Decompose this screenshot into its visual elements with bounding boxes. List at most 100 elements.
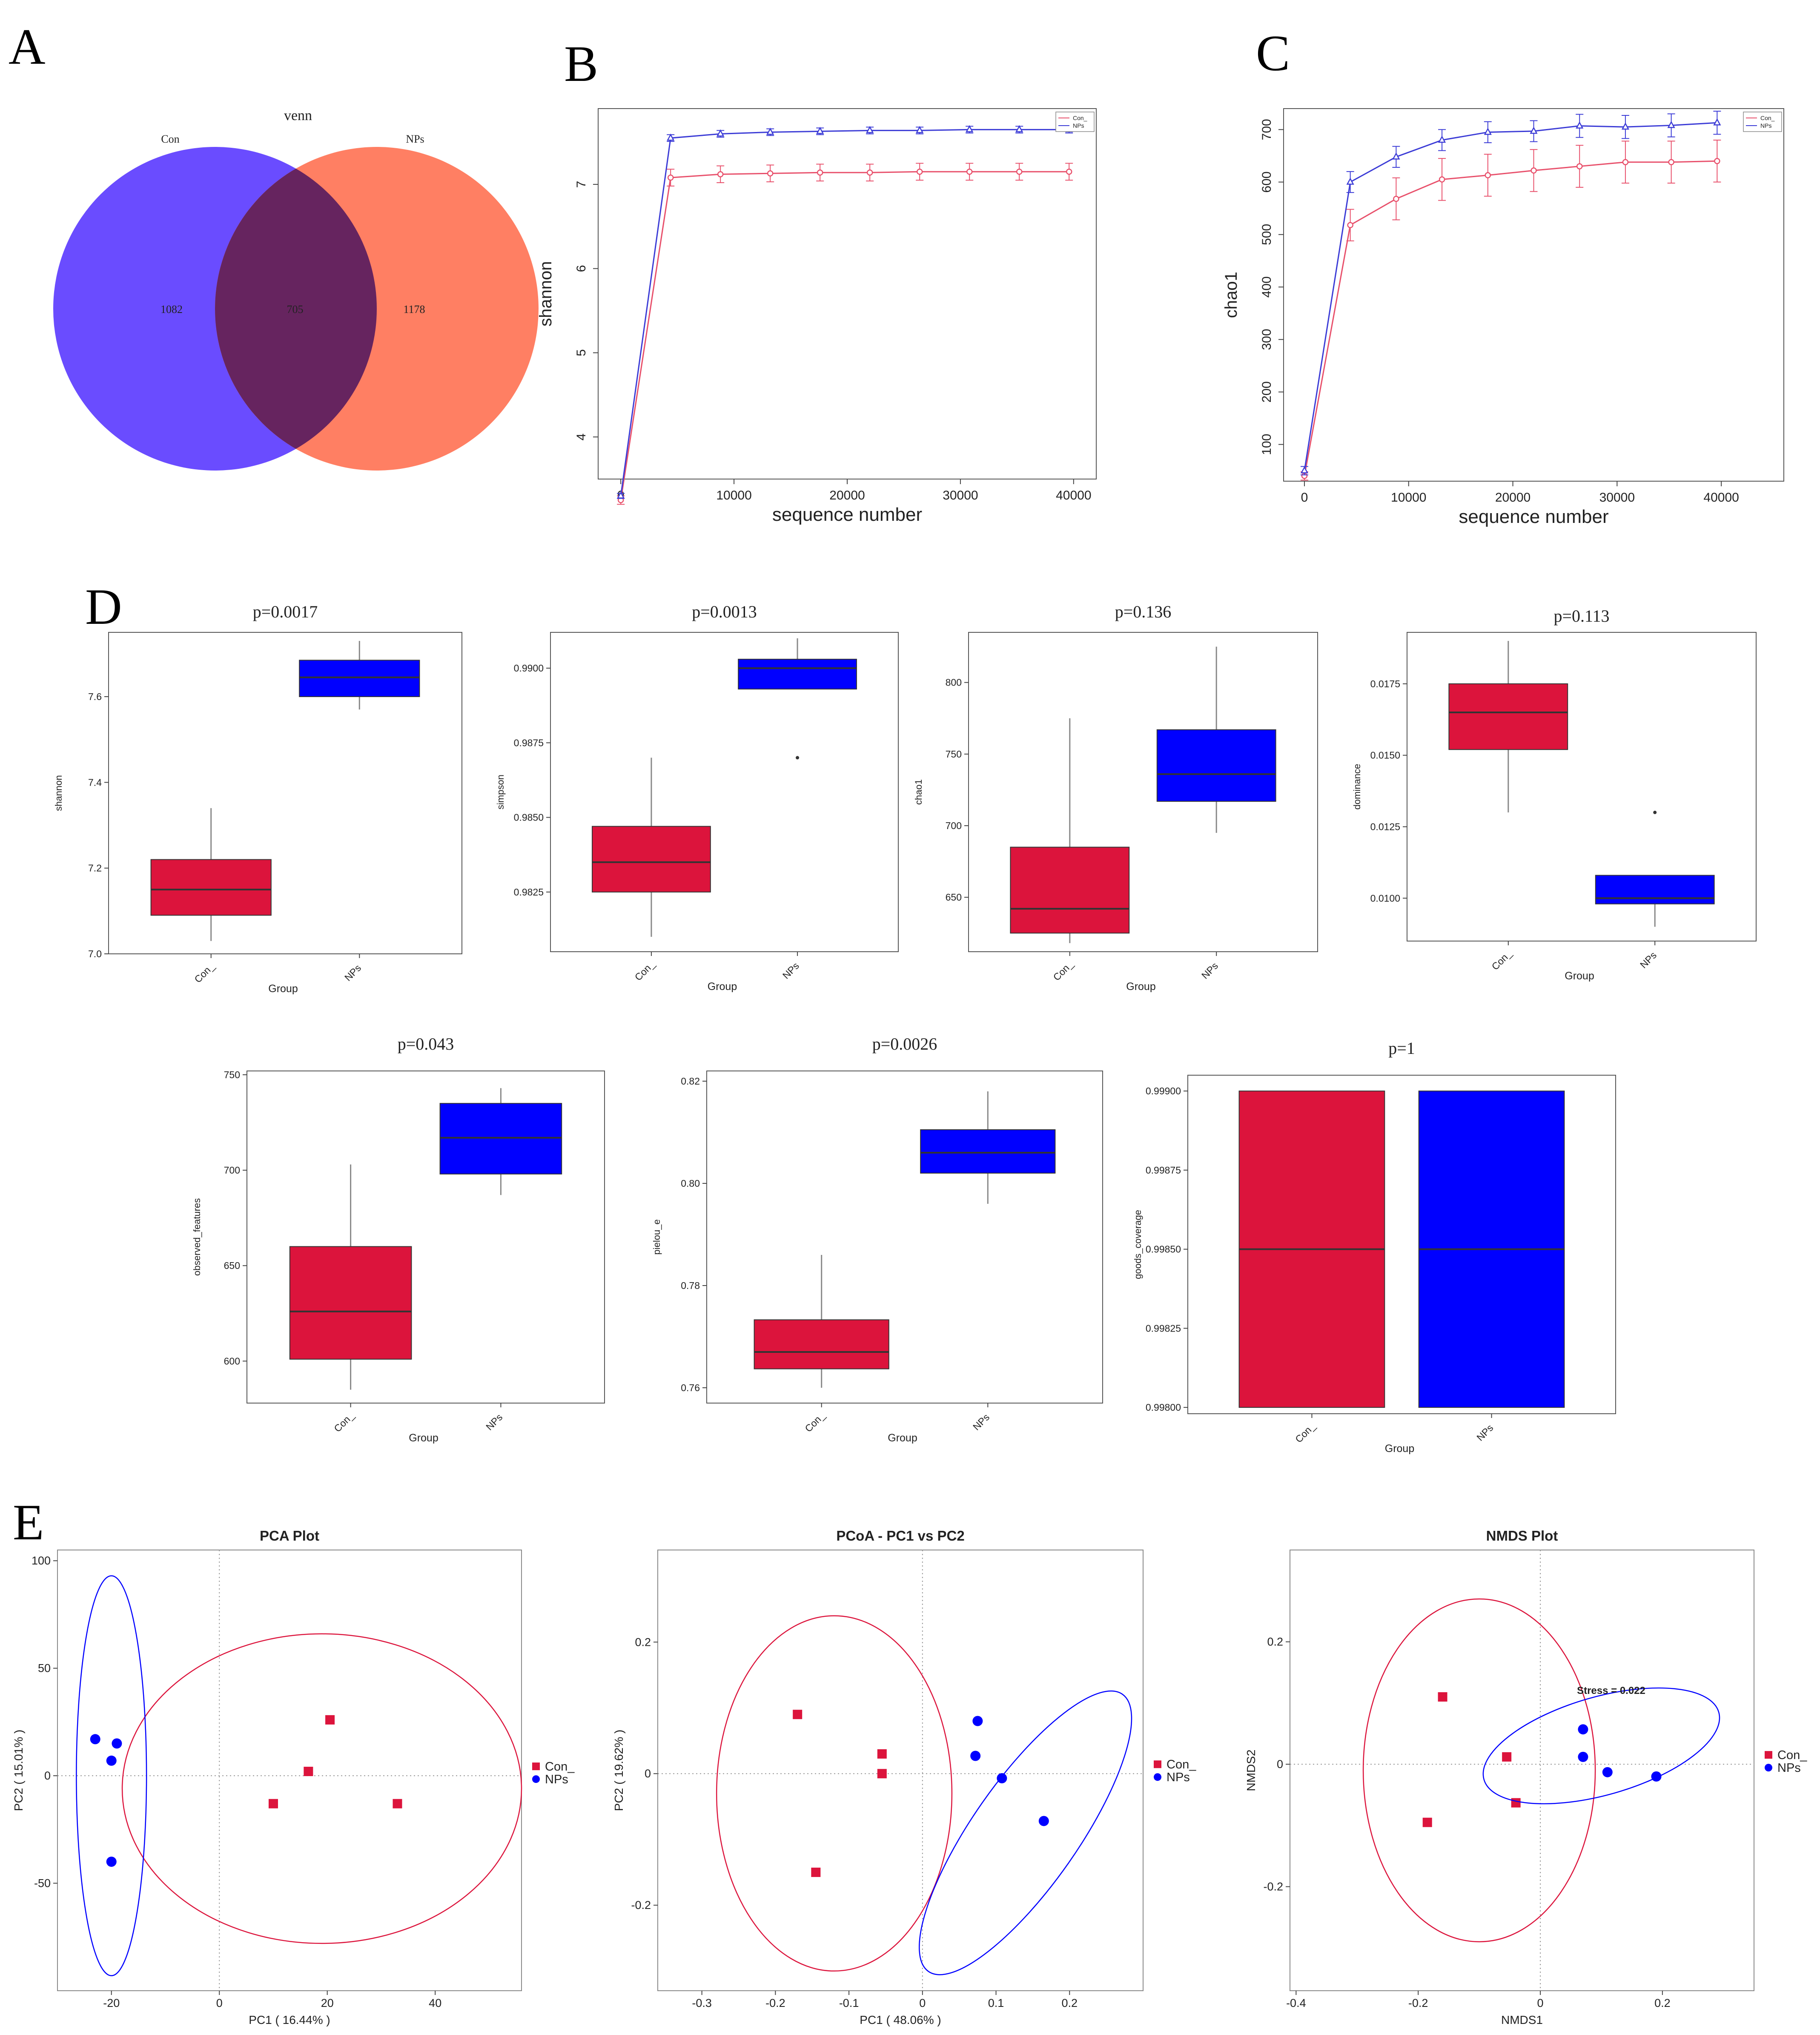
x-tick-label: 0 bbox=[216, 1997, 223, 2009]
data-point-con bbox=[1714, 158, 1720, 164]
venn-count-con-only: 1082 bbox=[161, 303, 183, 316]
data-point-nps bbox=[1621, 122, 1630, 130]
x-tick-label: 0.2 bbox=[1061, 1997, 1078, 2009]
data-point-con bbox=[268, 1799, 278, 1808]
rare_shannon-chart: 0100002000030000400004567sequence number… bbox=[536, 108, 1097, 525]
data-point-con bbox=[393, 1799, 402, 1808]
data-point-nps bbox=[1578, 1724, 1588, 1735]
y-tick-label: 6 bbox=[574, 265, 588, 272]
plot-frame bbox=[108, 632, 462, 954]
y-tick-label: -50 bbox=[34, 1877, 51, 1890]
legend-swatch-con bbox=[532, 1762, 540, 1771]
x-tick-label: 20000 bbox=[829, 488, 865, 502]
y-tick-label: -0.2 bbox=[631, 1899, 651, 1912]
data-point-con bbox=[1016, 169, 1023, 175]
box-nps bbox=[738, 659, 857, 690]
x-tick-label: -0.4 bbox=[1286, 1997, 1306, 2009]
legend-label: NPs bbox=[545, 1773, 568, 1786]
data-point-nps bbox=[1651, 1771, 1662, 1782]
y-axis-label: shannon bbox=[536, 261, 555, 326]
y-tick-label: 600 bbox=[224, 1355, 240, 1366]
series-line-nps bbox=[1304, 122, 1717, 471]
data-point-con bbox=[916, 169, 923, 175]
plot-frame bbox=[1407, 632, 1757, 941]
x-tick-label: 20000 bbox=[1495, 491, 1531, 505]
box-nps bbox=[1156, 729, 1276, 802]
plot-frame bbox=[657, 1550, 1144, 1991]
x-tick-label: 0 bbox=[1301, 491, 1308, 505]
y-axis-label: dominance bbox=[1352, 764, 1362, 810]
data-point-con bbox=[1622, 159, 1629, 165]
x-axis-label: Group bbox=[268, 983, 298, 995]
x-tick-label: 30000 bbox=[943, 488, 978, 502]
panel-label-d: D bbox=[85, 578, 122, 635]
data-point-con bbox=[1438, 1692, 1447, 1702]
data-point-nps bbox=[1392, 152, 1400, 160]
y-tick-label: 0.9900 bbox=[514, 663, 544, 674]
data-point-con bbox=[1066, 169, 1072, 175]
venn-set-label-nps: NPs bbox=[406, 133, 424, 145]
y-tick-label: 650 bbox=[946, 892, 962, 903]
x-axis-label: Group bbox=[1565, 970, 1594, 982]
legend-box bbox=[1743, 112, 1782, 132]
x-tick-label: 0.1 bbox=[988, 1997, 1004, 2009]
y-tick-label: 0.76 bbox=[681, 1382, 700, 1393]
panel-label-e: E bbox=[13, 1494, 44, 1550]
confidence-ellipse-con bbox=[1362, 1598, 1596, 1943]
box-con bbox=[592, 826, 711, 893]
outlier-point bbox=[1653, 810, 1657, 814]
data-point-nps bbox=[1038, 1816, 1049, 1826]
x-axis-label: Group bbox=[708, 981, 737, 993]
data-point-con bbox=[325, 1715, 335, 1725]
x-axis-label: PC1 ( 48.06% ) bbox=[860, 2013, 941, 2026]
data-point-con bbox=[1502, 1752, 1512, 1762]
y-axis-label: PC2 ( 15.01% ) bbox=[12, 1730, 25, 1811]
plot-frame bbox=[246, 1071, 605, 1404]
p-value-title: p=0.0017 bbox=[253, 602, 318, 621]
legend-swatch-con bbox=[1765, 1751, 1772, 1759]
data-point-nps bbox=[970, 1751, 981, 1761]
y-tick-label: 100 bbox=[32, 1554, 51, 1567]
data-point-nps bbox=[972, 1716, 983, 1726]
x-axis-label: Group bbox=[409, 1432, 438, 1444]
y-tick-label: 0.78 bbox=[681, 1280, 700, 1291]
data-point-con bbox=[1485, 172, 1491, 178]
confidence-ellipse-con bbox=[121, 1633, 522, 1944]
data-point-nps bbox=[1484, 127, 1492, 135]
x-axis-label: sequence number bbox=[772, 504, 922, 525]
nmds-chart: NMDS Plot -0.4 -0.2 0 0.2 -0.2 0 0.2 NMDS1 NMDS2 S… bbox=[1244, 1528, 1807, 2026]
box-nps bbox=[299, 660, 420, 697]
y-tick-label: 500 bbox=[1260, 224, 1274, 245]
plot-title: PCoA - PC1 vs PC2 bbox=[836, 1528, 964, 1544]
plot-frame bbox=[550, 632, 899, 952]
y-axis-label: goods_coverage bbox=[1132, 1210, 1143, 1279]
data-point-nps bbox=[106, 1857, 117, 1867]
y-axis-label: NMDS2 bbox=[1244, 1749, 1258, 1791]
data-point-nps bbox=[90, 1734, 100, 1745]
data-point-con bbox=[717, 171, 724, 178]
data-point-con bbox=[1511, 1798, 1521, 1808]
y-tick-label: 7 bbox=[574, 181, 588, 188]
y-tick-label: 700 bbox=[946, 820, 962, 831]
y-axis-label: shannon bbox=[53, 775, 64, 811]
data-point-nps bbox=[717, 129, 725, 137]
confidence-ellipse-con bbox=[716, 1615, 953, 1972]
x-tick-label: 20 bbox=[321, 1997, 334, 2009]
confidence-ellipse-nps bbox=[76, 1575, 147, 1976]
legend-label: Con_ bbox=[1167, 1758, 1196, 1771]
legend-box bbox=[1055, 112, 1095, 132]
data-point-nps bbox=[617, 491, 625, 499]
y-tick-label: 0.0100 bbox=[1370, 893, 1400, 904]
data-point-nps bbox=[997, 1773, 1007, 1784]
x-tick-label: -0.1 bbox=[839, 1997, 859, 2009]
y-axis-label: observed_features bbox=[192, 1198, 202, 1276]
confidence-ellipse-nps bbox=[1482, 1687, 1720, 1805]
x-tick-label: 0 bbox=[1537, 1997, 1544, 2009]
y-tick-label: 0.99900 bbox=[1146, 1085, 1181, 1096]
data-point-con bbox=[877, 1769, 887, 1779]
x-tick-label: 30000 bbox=[1599, 491, 1635, 505]
